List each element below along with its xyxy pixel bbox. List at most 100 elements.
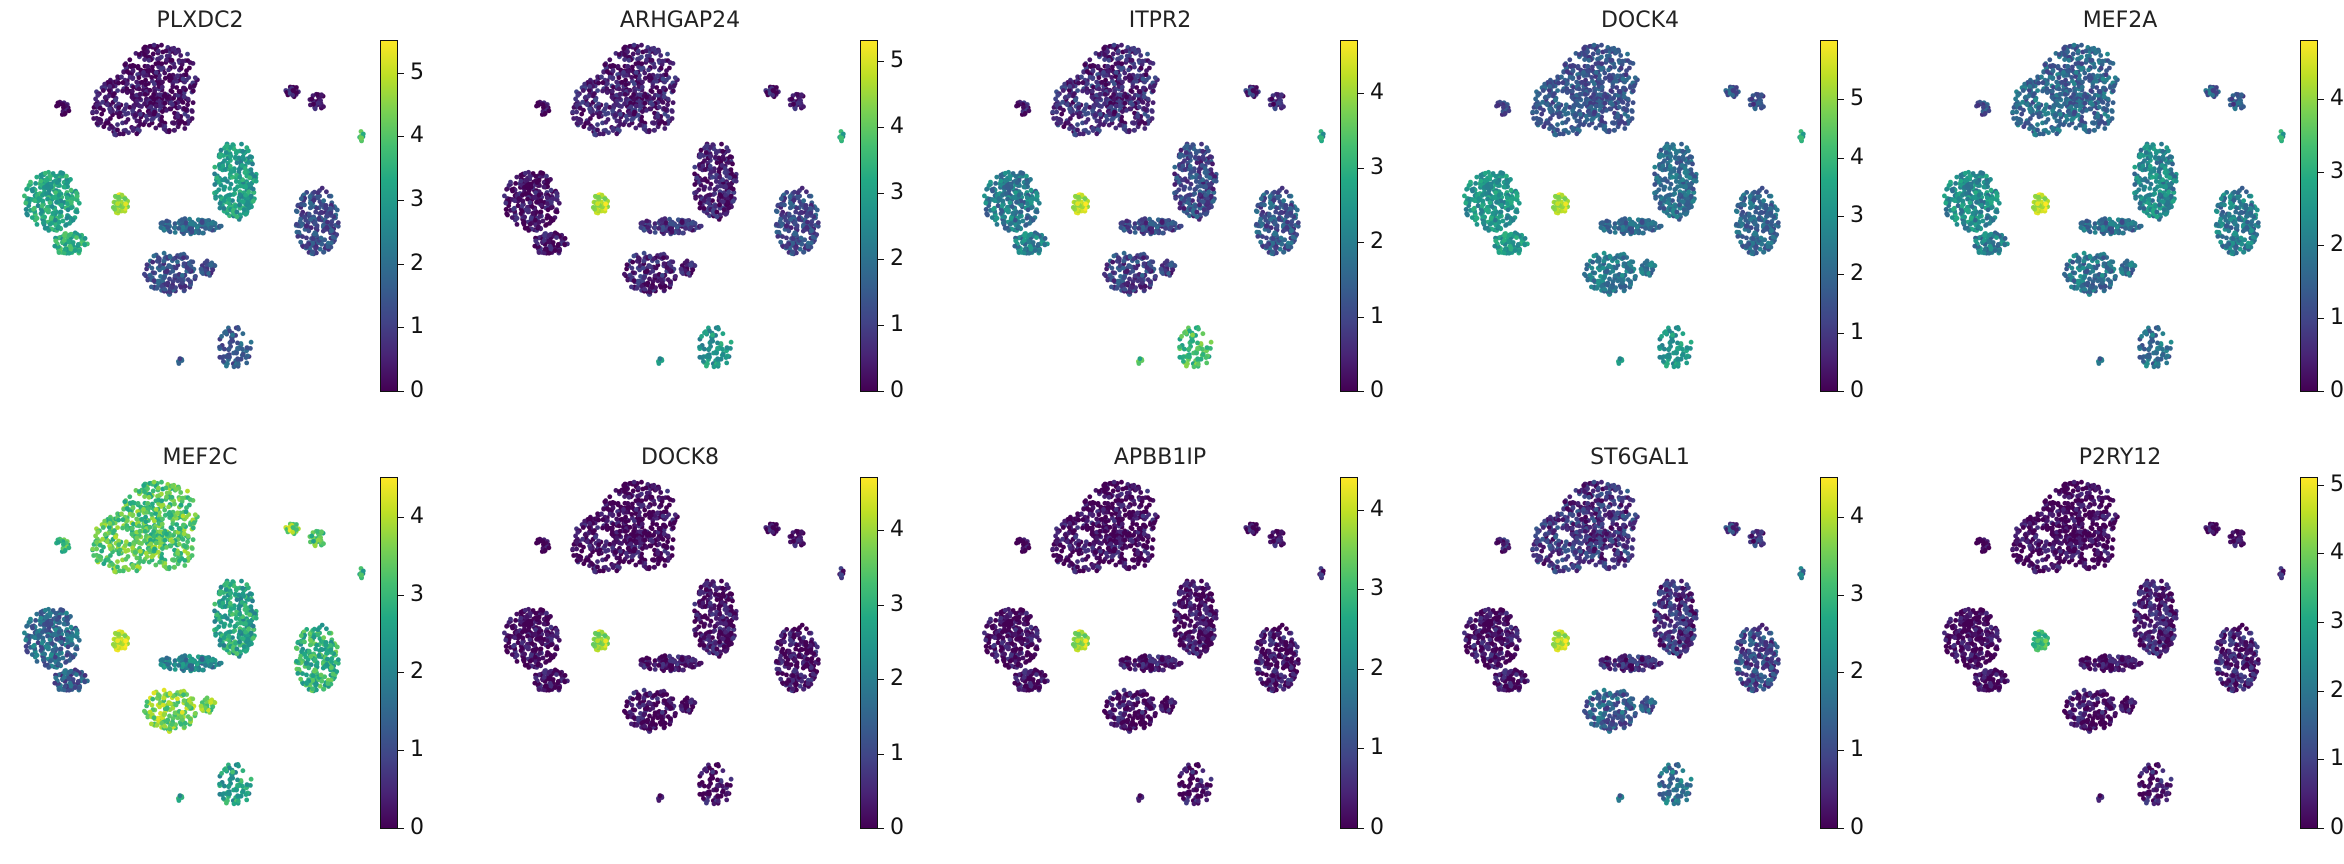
cell-point xyxy=(640,85,645,90)
cell-point xyxy=(182,94,187,99)
cell-point xyxy=(1126,75,1131,80)
cell-point xyxy=(665,52,670,57)
cell-point xyxy=(1054,103,1059,108)
cell-point xyxy=(587,84,592,89)
cell-point xyxy=(123,106,128,111)
cell-point xyxy=(542,238,547,243)
cell-point xyxy=(25,213,30,218)
cell-point xyxy=(71,218,76,223)
cell-point xyxy=(730,162,735,167)
cell-point xyxy=(1153,75,1158,80)
cell-point xyxy=(189,226,194,231)
cluster-center-bright xyxy=(111,192,130,215)
cell-point xyxy=(241,157,246,162)
cell-point xyxy=(1034,235,1039,240)
cell-point xyxy=(41,199,46,204)
cell-point xyxy=(807,194,812,199)
cell-point xyxy=(661,100,666,105)
cell-point xyxy=(177,105,182,110)
cell-point xyxy=(1094,131,1099,136)
cell-point xyxy=(692,165,697,170)
cluster-left-large xyxy=(22,170,82,233)
cell-point xyxy=(811,235,816,240)
cell-point xyxy=(222,330,227,335)
cell-point xyxy=(227,186,232,191)
tick-mark xyxy=(398,391,404,392)
cell-point xyxy=(159,61,164,66)
cell-point xyxy=(145,262,150,267)
tick-label: 2 xyxy=(410,251,424,277)
cell-point xyxy=(1097,75,1102,80)
cell-point xyxy=(1000,204,1005,209)
cell-point xyxy=(510,189,515,194)
cluster-right-ring xyxy=(774,186,821,257)
cell-point xyxy=(172,120,177,125)
cell-point xyxy=(503,201,508,206)
cell-point xyxy=(582,82,587,87)
cell-point xyxy=(179,285,184,290)
cell-point xyxy=(65,216,70,221)
cluster-bottom-small xyxy=(697,325,733,369)
cell-point xyxy=(1119,61,1124,66)
cell-point xyxy=(140,80,145,85)
cell-point xyxy=(714,151,719,156)
cell-point xyxy=(138,112,143,117)
cell-point xyxy=(39,179,44,184)
cell-point xyxy=(307,212,312,217)
cell-point xyxy=(124,120,129,125)
cell-point xyxy=(618,112,623,117)
cell-point xyxy=(63,223,68,228)
cell-point xyxy=(657,105,662,110)
cell-point xyxy=(504,187,509,192)
cell-point xyxy=(648,107,653,112)
cluster-bottom-small xyxy=(217,325,253,369)
cell-point xyxy=(611,128,616,133)
cell-point xyxy=(525,183,530,188)
cell-point xyxy=(816,220,821,225)
cell-point xyxy=(1281,104,1286,109)
cell-point xyxy=(30,189,35,194)
cell-point xyxy=(175,259,180,264)
cell-point xyxy=(702,158,707,163)
cell-point xyxy=(249,194,254,199)
cell-point xyxy=(325,220,330,225)
cell-point xyxy=(661,77,666,82)
cell-point xyxy=(712,364,717,369)
cell-point xyxy=(728,154,733,159)
cell-point xyxy=(717,175,722,180)
cell-point xyxy=(644,49,649,54)
cell-point xyxy=(529,216,534,221)
cell-point xyxy=(227,347,232,352)
cell-point xyxy=(113,98,118,103)
cell-point xyxy=(660,273,665,278)
cell-point xyxy=(159,118,164,123)
cell-point xyxy=(23,201,28,206)
cell-point xyxy=(192,83,197,88)
cell-point xyxy=(308,201,313,206)
cell-point xyxy=(1120,80,1125,85)
cell-point xyxy=(203,226,208,231)
cell-point xyxy=(1067,84,1072,89)
cell-point xyxy=(1062,82,1067,87)
cell-point xyxy=(1084,120,1089,125)
cell-point xyxy=(1090,108,1095,113)
cell-point xyxy=(705,179,710,184)
cell-point xyxy=(326,244,331,249)
cell-point xyxy=(637,123,642,128)
cell-point xyxy=(662,126,667,131)
cell-point xyxy=(1002,215,1007,220)
cell-point xyxy=(133,113,138,118)
cell-point xyxy=(56,225,61,230)
cell-point xyxy=(659,285,664,290)
cell-point xyxy=(160,85,165,90)
cell-point xyxy=(244,145,249,150)
cell-point xyxy=(41,220,46,225)
cell-point xyxy=(1096,64,1101,69)
cell-point xyxy=(716,327,721,332)
cluster-far-right-tiny xyxy=(357,129,365,143)
cell-point xyxy=(1027,233,1032,238)
cell-point xyxy=(225,143,230,148)
cell-point xyxy=(1073,98,1078,103)
cell-point xyxy=(324,206,329,211)
